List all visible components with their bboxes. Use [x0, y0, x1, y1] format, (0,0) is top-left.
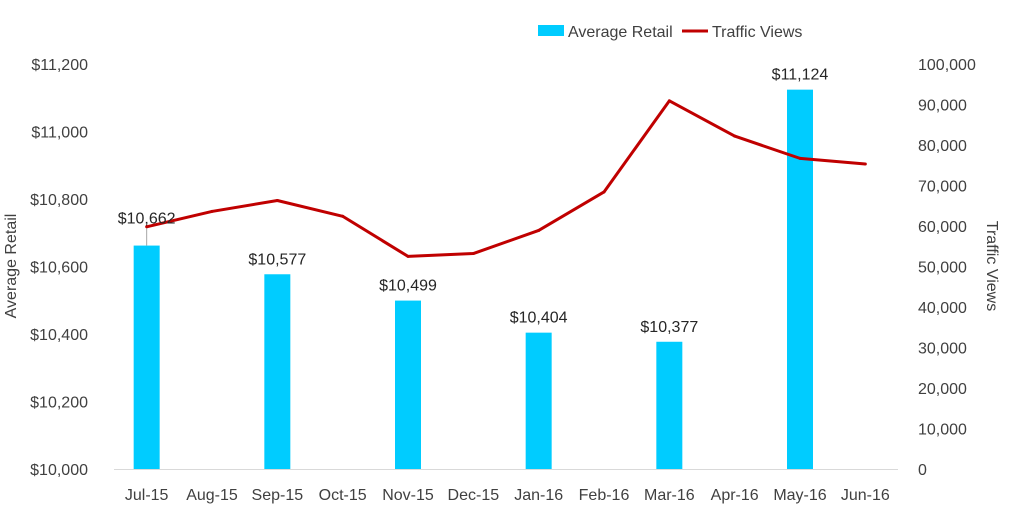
- x-tick-label: Jun-16: [841, 487, 890, 504]
- y2-tick-label: 40,000: [918, 300, 967, 317]
- x-tick-label: Dec-15: [448, 487, 500, 504]
- bar: [395, 300, 421, 469]
- y2-axis-title: Traffic Views: [983, 221, 1000, 311]
- bar-data-label: $10,662: [118, 211, 176, 228]
- line-point: [275, 198, 279, 202]
- line-point: [733, 134, 737, 138]
- x-tick-label: Jan-16: [514, 487, 563, 504]
- bar-data-label: $10,404: [510, 310, 568, 327]
- bar-data-label: $10,377: [640, 319, 698, 336]
- y-tick-label: $10,600: [30, 260, 88, 277]
- legend-label-traffic-views: Traffic Views: [712, 24, 802, 41]
- line-point: [798, 156, 802, 160]
- y2-tick-label: 100,000: [918, 57, 976, 74]
- y2-tick-label: 60,000: [918, 219, 967, 236]
- bar: [787, 89, 813, 470]
- y-axis-ticks: $10,000 $10,200 $10,400 $10,600 $10,800 $11,0…: [30, 57, 88, 479]
- x-tick-label: Apr-16: [711, 487, 759, 504]
- y-tick-label: $10,800: [30, 192, 88, 209]
- y2-tick-label: 50,000: [918, 260, 967, 277]
- x-tick-label: Oct-15: [319, 487, 367, 504]
- line-point: [537, 228, 541, 232]
- line-point: [210, 209, 214, 213]
- y-tick-label: $10,000: [30, 462, 88, 479]
- x-axis-ticks: Jul-15 Aug-15 Sep-15 Oct-15 Nov-15 Dec-15 Jan-…: [125, 487, 890, 504]
- line-point: [667, 99, 671, 103]
- bar: [656, 341, 683, 469]
- y2-tick-label: 70,000: [918, 179, 967, 196]
- legend: Average Retail Traffic Views: [538, 24, 802, 41]
- y-tick-label: $10,200: [30, 395, 88, 412]
- legend-swatch-average-retail: [538, 25, 564, 36]
- x-tick-label: May-16: [773, 487, 826, 504]
- y2-tick-label: 90,000: [918, 98, 967, 115]
- traffic-views-line: [146, 99, 866, 258]
- bar-data-labels: $10,662 $10,577 $10,499 $10,404 $10,377 $11,1…: [118, 67, 829, 336]
- y-axis-title: Average Retail: [3, 214, 20, 319]
- bar: [525, 332, 552, 469]
- bar: [264, 274, 291, 469]
- x-tick-label: Mar-16: [644, 487, 695, 504]
- line-point: [863, 162, 867, 166]
- y2-tick-label: 30,000: [918, 341, 967, 358]
- y2-tick-label: 80,000: [918, 138, 967, 155]
- bar: [133, 245, 160, 469]
- y-tick-label: $10,400: [30, 327, 88, 344]
- line-point: [145, 225, 149, 229]
- line-point: [602, 190, 606, 194]
- bar-data-label: $11,124: [772, 67, 829, 84]
- x-tick-label: Nov-15: [382, 487, 434, 504]
- line-point: [471, 252, 475, 256]
- y2-tick-label: 20,000: [918, 381, 967, 398]
- x-tick-label: Aug-15: [186, 487, 238, 504]
- bar-data-label: $10,499: [379, 278, 437, 295]
- y-tick-label: $11,200: [31, 57, 88, 74]
- bar-series-average-retail: [133, 89, 813, 470]
- line-series-traffic-views: [145, 99, 867, 258]
- y2-axis-ticks: 0 10,000 20,000 30,000 40,000 50,000 60,000 70,…: [918, 57, 976, 479]
- x-tick-label: Jul-15: [125, 487, 169, 504]
- y-tick-label: $11,000: [31, 125, 88, 142]
- line-point: [341, 214, 345, 218]
- line-point: [406, 254, 410, 258]
- x-tick-label: Feb-16: [579, 487, 630, 504]
- bar-data-label: $10,577: [248, 251, 306, 268]
- y2-tick-label: 0: [918, 462, 927, 479]
- legend-label-average-retail: Average Retail: [568, 24, 673, 41]
- x-tick-label: Sep-15: [252, 487, 304, 504]
- y2-tick-label: 10,000: [918, 422, 967, 439]
